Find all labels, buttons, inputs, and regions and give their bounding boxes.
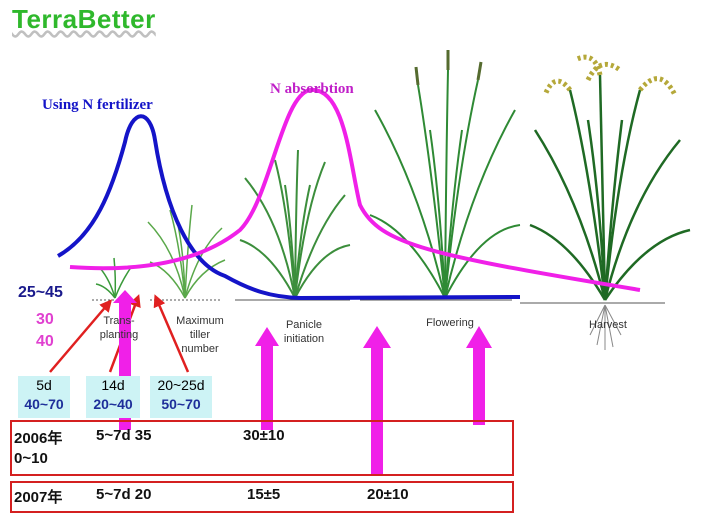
row-2006	[10, 420, 514, 476]
plant-maximum-tiller	[147, 204, 226, 299]
plant-flowering	[369, 50, 521, 299]
magenta-value-2: 40	[36, 333, 54, 350]
row-2006-value-2: 30±10	[243, 427, 285, 444]
timing-box-14d: 14d 20~40	[86, 376, 140, 418]
brand-logo: TerraBetter	[12, 4, 156, 34]
n-fertilizer-label: Using N fertilizer	[42, 97, 153, 113]
row-2006-base: 0~10	[14, 450, 48, 467]
stage-harvest: Harvest	[589, 319, 627, 331]
magenta-value-1: 30	[36, 311, 54, 328]
plant-harvest	[529, 54, 691, 350]
row-2007	[10, 481, 514, 513]
arrow-flowering	[466, 326, 492, 425]
n-fertilizer-curve	[57, 114, 521, 301]
arrow-flowering-2007	[363, 326, 391, 475]
row-2007-year: 2007年	[14, 489, 63, 506]
stage-maximum-tiller: Maximum tiller number	[176, 315, 224, 355]
stage-transplanting: Trans-planting	[99, 315, 139, 341]
row-2007-value-2: 15±5	[247, 486, 281, 503]
stage-panicle-initiation: Panicle initiation	[283, 319, 325, 345]
timing-box-20-25d: 20~25d 50~70	[150, 376, 212, 418]
blue-value-label: 25~45	[18, 284, 63, 301]
plant-panicle-initiation	[239, 149, 351, 299]
n-absorption-label: N absorbtion	[270, 81, 354, 97]
row-2006-value-1: 5~7d 35	[96, 427, 152, 444]
timing-box-5d: 5d 40~70	[18, 376, 70, 418]
n-absorption-curve	[69, 87, 641, 292]
ground-lines	[92, 299, 665, 304]
row-2007-value-3: 20±10	[367, 486, 409, 503]
row-2006-year: 2006年	[14, 430, 63, 447]
row-2007-value-1: 5~7d 20	[96, 486, 152, 503]
arrow-panicle	[255, 327, 279, 430]
stage-flowering: Flowering	[426, 317, 474, 329]
